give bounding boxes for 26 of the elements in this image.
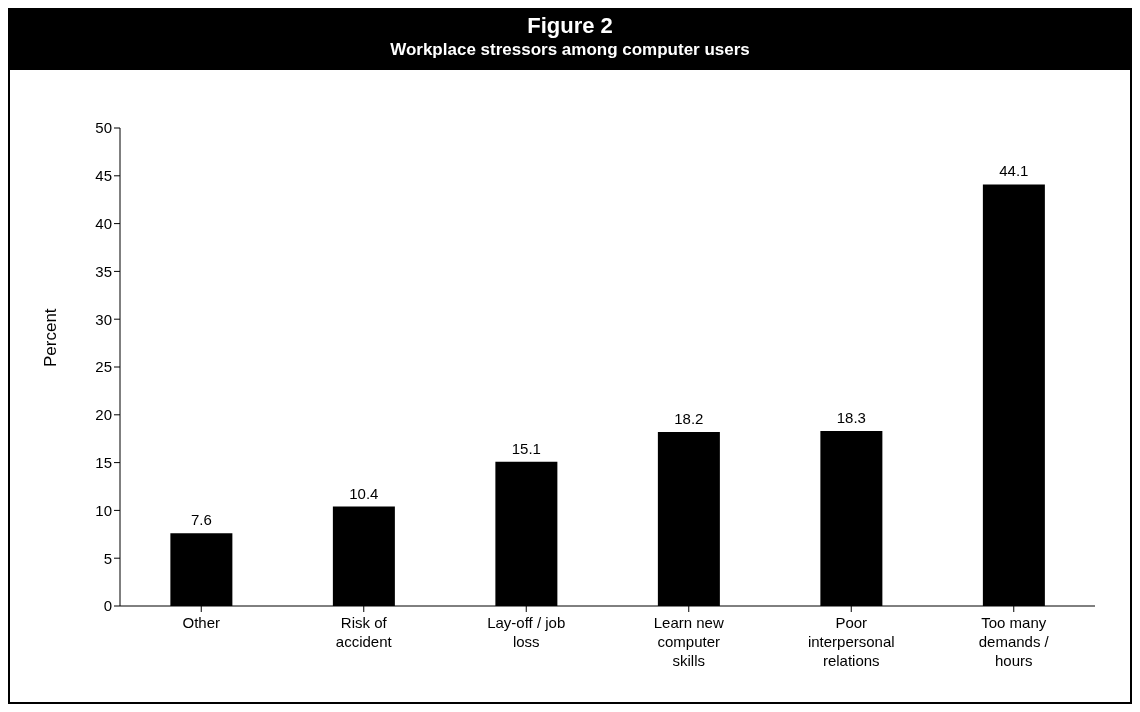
x-tick-label: Lay-off / job loss <box>487 614 566 650</box>
y-tick-label: 15 <box>95 453 112 471</box>
data-label: 18.2 <box>674 410 704 428</box>
chart-title: Figure 2 <box>526 12 614 39</box>
y-tick-label: 25 <box>95 358 112 376</box>
y-tick-label: 10 <box>95 501 112 519</box>
data-label: 18.3 <box>836 409 866 427</box>
data-label: 10.4 <box>349 484 379 502</box>
data-label: 44.1 <box>999 162 1029 180</box>
data-label: 7.6 <box>190 511 212 529</box>
y-tick-label: 5 <box>103 549 112 567</box>
y-tick-label: 45 <box>95 167 112 185</box>
y-tick-label: 40 <box>95 214 112 232</box>
x-tick-label: Too many demands / hours <box>978 614 1050 669</box>
y-tick-label: 50 <box>95 119 112 137</box>
x-tick-label: Other <box>182 614 221 631</box>
y-tick-label: 35 <box>95 262 112 280</box>
chart-subtitle: Workplace stressors among computer users <box>389 39 751 61</box>
data-label: 15.1 <box>511 439 541 457</box>
y-axis-title: Percent <box>41 308 61 367</box>
x-tick-label: Learn new computer skills <box>653 614 724 669</box>
x-tick-label: Poor interpersonal relations <box>807 614 895 669</box>
y-tick-label: 30 <box>95 310 112 328</box>
y-tick-label: 20 <box>95 406 112 424</box>
y-tick-label: 0 <box>103 597 112 615</box>
x-tick-label: Risk of accident <box>335 614 393 650</box>
